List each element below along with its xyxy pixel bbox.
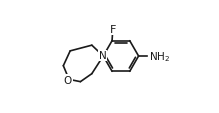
Text: F: F (110, 25, 116, 35)
Text: NH$_2$: NH$_2$ (149, 50, 171, 63)
Text: N: N (99, 51, 106, 61)
Text: O: O (64, 75, 72, 85)
